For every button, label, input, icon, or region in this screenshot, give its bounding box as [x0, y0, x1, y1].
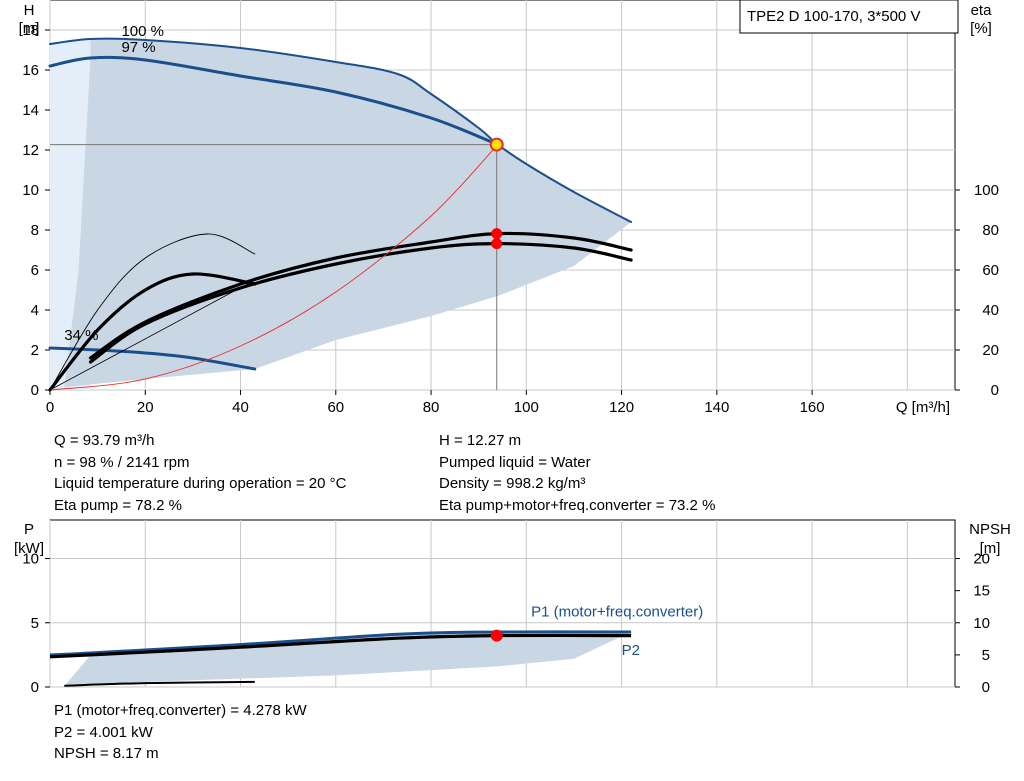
x-tick-label: 60	[327, 399, 344, 416]
x-tick-label: 160	[800, 399, 825, 416]
curve-efficiency-4	[88, 241, 633, 364]
readout-eta-pump: Eta pump = 78.2 %	[54, 496, 182, 514]
curve-efficiency_thin-6	[49, 233, 256, 391]
readout-power: P1 (motor+freq.converter) = 4.278 kW P2 …	[54, 700, 307, 765]
x-tick-label: 120	[609, 399, 634, 416]
y2-tick-label: 20	[982, 342, 999, 359]
power-area	[64, 632, 632, 687]
npsh-axis-label: NPSH	[969, 521, 1011, 538]
curve-efficiency-3	[88, 231, 633, 360]
speed-label-1: 97 %	[121, 39, 155, 56]
p-tick-label: 0	[31, 679, 39, 696]
chart-title: TPE2 D 100-170, 3*500 V	[747, 8, 920, 25]
y-tick-label: 2	[31, 342, 39, 359]
readout-liquid: Pumped liquid = Water	[439, 453, 591, 471]
y-tick-label: 10	[22, 182, 39, 199]
readout-npsh: NPSH = 8.17 m	[54, 745, 159, 762]
readout-density: Density = 998.2 kg/m³	[439, 475, 586, 492]
y-tick-label: 6	[31, 262, 39, 279]
p-axis-label-unit: [kW]	[14, 540, 44, 557]
y-tick-label: 4	[31, 302, 39, 319]
y2-tick-label: 0	[991, 382, 999, 399]
readout-q: Q = 93.79 m³/h	[54, 432, 155, 449]
npsh-tick-label: 15	[973, 583, 990, 600]
curve-p1	[49, 630, 632, 657]
x-tick-label: 0	[46, 399, 54, 416]
npsh-tick-label: 5	[982, 647, 990, 664]
readout-n: n = 98 % / 2141 rpm	[54, 453, 190, 471]
y2-axis-label-eta-unit: [%]	[970, 20, 992, 37]
curve-p-low	[64, 680, 255, 687]
y-tick-label: 14	[22, 102, 39, 119]
eta-marker-0	[491, 228, 503, 240]
y2-tick-label: 80	[982, 222, 999, 239]
curve-efficiency-edge	[49, 279, 256, 391]
eta-marker-1	[491, 238, 503, 250]
readout-p2: P2 = 4.001 kW	[54, 723, 153, 741]
readout-h: H = 12.27 m	[439, 432, 522, 449]
npsh-tick-label: 20	[973, 551, 990, 568]
readout-temp: Liquid temperature during operation = 20…	[54, 475, 347, 492]
readout-left: Q = 93.79 m³/h n = 98 % / 2141 rpm Liqui…	[54, 430, 346, 516]
p-tick-label: 5	[31, 615, 39, 632]
y-tick-label: 0	[31, 382, 39, 399]
operating-point	[489, 137, 504, 152]
y-axis-label-h-unit: [m]	[19, 20, 40, 37]
npsh-tick-label: 10	[973, 615, 990, 632]
x-tick-label: 100	[514, 399, 539, 416]
x-tick-label: 140	[704, 399, 729, 416]
curve-head-1	[48, 55, 500, 147]
x-tick-label: 20	[137, 399, 154, 416]
curve-head-0	[49, 37, 633, 223]
y-tick-label: 8	[31, 222, 39, 239]
power-op-point	[490, 629, 503, 642]
readout-eta-total: Eta pump+motor+freq.converter = 73.2 %	[439, 496, 716, 514]
x-tick-label: 80	[423, 399, 440, 416]
readout-right: H = 12.27 m Pumped liquid = Water Densit…	[439, 430, 715, 516]
speed-label-0: 100 %	[121, 23, 164, 40]
x-tick-label: 40	[232, 399, 249, 416]
y2-tick-label: 100	[974, 182, 999, 199]
curve-system-7	[49, 144, 499, 391]
p2-series-label: P2	[622, 642, 640, 659]
y-tick-label: 12	[22, 142, 39, 159]
speed-label-2: 34 %	[64, 327, 98, 344]
p-axis-label: P	[24, 521, 34, 538]
y-tick-label: 16	[22, 62, 39, 79]
x-axis-label: Q [m³/h]	[896, 399, 950, 416]
curve-efficiency-5	[48, 272, 257, 392]
curve-p2	[49, 633, 632, 659]
p-tick-label: 10	[22, 551, 39, 568]
npsh-tick-label: 0	[982, 679, 990, 696]
p1-series-label: P1 (motor+freq.converter)	[531, 603, 703, 620]
y2-tick-label: 40	[982, 302, 999, 319]
y-tick-label: 18	[22, 22, 39, 39]
y-axis-label-h: H	[24, 2, 35, 19]
npsh-axis-label-unit: [m]	[980, 540, 1001, 557]
y2-axis-label-eta: eta	[971, 2, 993, 19]
y2-tick-label: 60	[982, 262, 999, 279]
title-box	[739, 0, 959, 34]
readout-p1: P1 (motor+freq.converter) = 4.278 kW	[54, 702, 307, 719]
